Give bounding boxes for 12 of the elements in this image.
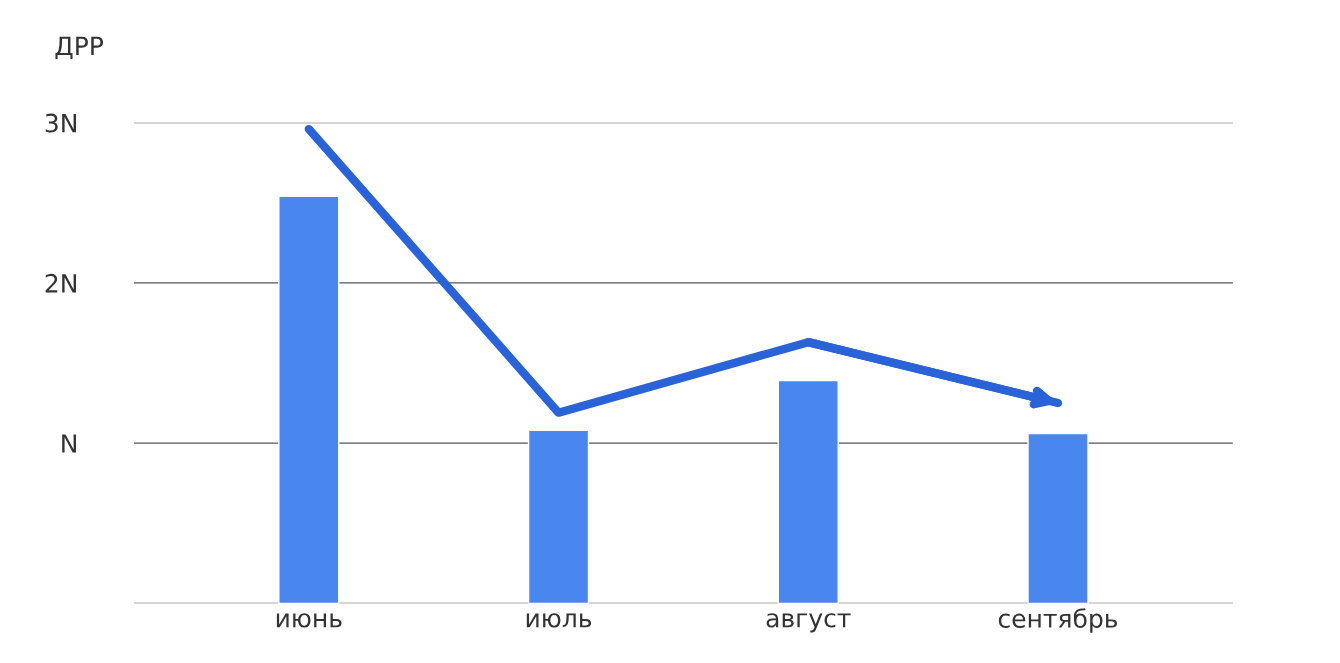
x-tick-label: сентябрь <box>998 608 1118 633</box>
y-tick-label: 3N <box>45 113 76 133</box>
bar <box>1027 432 1089 605</box>
y-axis-title: ДРР <box>55 36 104 59</box>
x-tick-label: июль <box>526 613 592 628</box>
y-tick-label: 2N <box>45 273 76 293</box>
y-tick-label: N <box>62 434 76 453</box>
bar <box>278 195 340 605</box>
bar <box>527 429 590 605</box>
x-tick-label: август <box>766 613 851 633</box>
bar <box>777 379 839 605</box>
x-tick-label: июнь <box>276 613 342 628</box>
